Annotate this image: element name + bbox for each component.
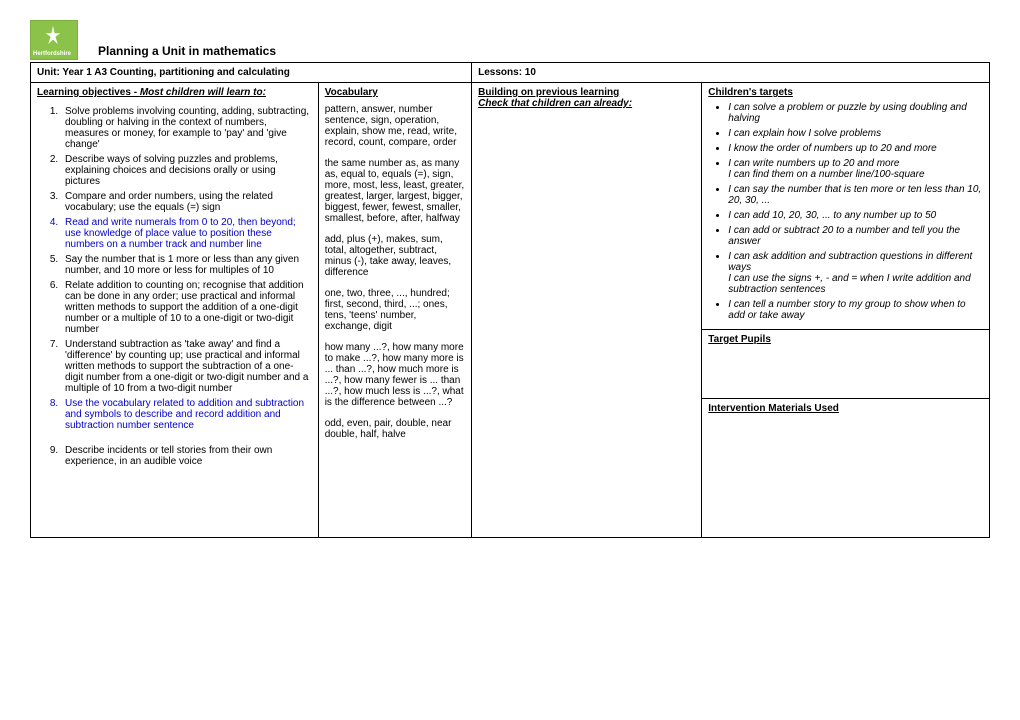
logo: Hertfordshire bbox=[30, 20, 78, 60]
target-pupils-heading: Target Pupils bbox=[708, 334, 771, 345]
vocab-p6: odd, even, pair, double, near double, ha… bbox=[325, 418, 465, 440]
vocab-p5: how many ...?, how many more to make ...… bbox=[325, 342, 465, 408]
objective-item: Understand subtraction as 'take away' an… bbox=[61, 339, 312, 394]
objectives-heading: Learning objectives - Most children will… bbox=[37, 87, 266, 98]
objectives-cell: Learning objectives - Most children will… bbox=[31, 83, 319, 538]
target-item: I can add 10, 20, 30, ... to any number … bbox=[728, 210, 983, 221]
objective-item: Use the vocabulary related to addition a… bbox=[61, 398, 312, 431]
target-item: I can explain how I solve problems bbox=[728, 128, 983, 139]
vocab-heading: Vocabulary bbox=[325, 87, 378, 98]
target-item: I can ask addition and subtraction quest… bbox=[728, 251, 983, 295]
page-title: Planning a Unit in mathematics bbox=[98, 44, 990, 58]
targets-heading: Children's targets bbox=[708, 87, 793, 98]
targets-cell: Children's targets I can solve a problem… bbox=[702, 83, 990, 330]
target-item: I can add or subtract 20 to a number and… bbox=[728, 225, 983, 247]
vocab-p2: the same number as, as many as, equal to… bbox=[325, 158, 465, 224]
intervention-cell: Intervention Materials Used bbox=[702, 399, 990, 538]
target-item: I can tell a number story to my group to… bbox=[728, 299, 983, 321]
building-cell: Building on previous learning Check that… bbox=[472, 83, 702, 538]
objective-item: Read and write numerals from 0 to 20, th… bbox=[61, 217, 312, 250]
targets-list: I can solve a problem or puzzle by using… bbox=[708, 102, 983, 321]
lessons-cell: Lessons: 10 bbox=[472, 63, 990, 83]
vocab-p4: one, two, three, ..., hundred; first, se… bbox=[325, 288, 465, 332]
vocab-p1: pattern, answer, number sentence, sign, … bbox=[325, 104, 465, 148]
building-sub: Check that children can already: bbox=[478, 98, 632, 109]
objective-item: Compare and order numbers, using the rel… bbox=[61, 191, 312, 213]
target-item: I can say the number that is ten more or… bbox=[728, 184, 983, 206]
vocab-cell: Vocabulary pattern, answer, number sente… bbox=[318, 83, 471, 538]
target-item: I can solve a problem or puzzle by using… bbox=[728, 102, 983, 124]
intervention-heading: Intervention Materials Used bbox=[708, 403, 839, 414]
vocab-p3: add, plus (+), makes, sum, total, altoge… bbox=[325, 234, 465, 278]
building-heading: Building on previous learning bbox=[478, 87, 619, 98]
target-item: I can write numbers up to 20 and moreI c… bbox=[728, 158, 983, 180]
logo-text: Hertfordshire bbox=[33, 51, 71, 57]
objective-item: Relate addition to counting on; recognis… bbox=[61, 280, 312, 335]
objectives-list: Solve problems involving counting, addin… bbox=[37, 106, 312, 467]
planning-table: Unit: Year 1 A3 Counting, partitioning a… bbox=[30, 62, 990, 538]
target-pupils-cell: Target Pupils bbox=[702, 330, 990, 399]
target-item: I know the order of numbers up to 20 and… bbox=[728, 143, 983, 154]
objective-item: Describe ways of solving puzzles and pro… bbox=[61, 154, 312, 187]
objective-item: Solve problems involving counting, addin… bbox=[61, 106, 312, 150]
objective-item: Say the number that is 1 more or less th… bbox=[61, 254, 312, 276]
unit-cell: Unit: Year 1 A3 Counting, partitioning a… bbox=[31, 63, 472, 83]
objective-item: Describe incidents or tell stories from … bbox=[61, 445, 312, 467]
